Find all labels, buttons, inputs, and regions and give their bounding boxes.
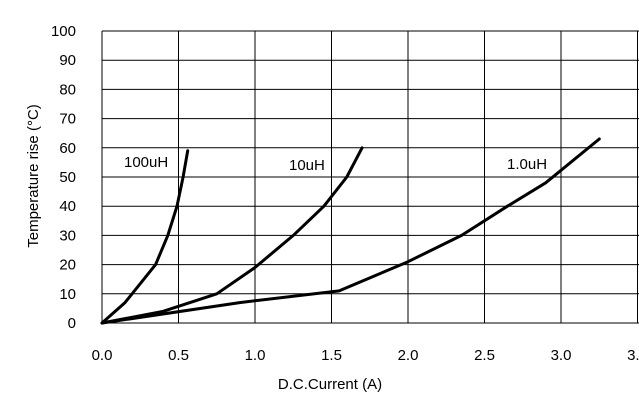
y-tick-label-90: 90 [59, 52, 76, 69]
y-tick-label-0: 0 [68, 315, 76, 332]
x-tick-label-3.5: 3.5 [627, 347, 639, 364]
y-tick-label-60: 60 [59, 140, 76, 157]
grid [101, 30, 639, 324]
series-label-100uH: 100uH [124, 154, 168, 171]
y-tick-label-80: 80 [59, 81, 76, 98]
series-line-1.0uH [100, 137, 601, 325]
series-line-10uH [100, 146, 364, 325]
x-tick-label-1.0: 1.0 [245, 347, 266, 364]
x-tick-label-2.0: 2.0 [398, 347, 419, 364]
x-axis-title: D.C.Current (A) [278, 376, 382, 393]
y-tick-label-40: 40 [59, 198, 76, 215]
x-tick-label-0.5: 0.5 [168, 347, 189, 364]
x-tick-label-1.5: 1.5 [321, 347, 342, 364]
series-lines [100, 137, 601, 325]
y-tick-label-10: 10 [59, 286, 76, 303]
y-tick-label-20: 20 [59, 257, 76, 274]
series-labels: 100uH 10uH 1.0uH [124, 154, 547, 174]
y-tick-label-70: 70 [59, 111, 76, 128]
series-label-10uH: 10uH [289, 157, 325, 174]
series-line-100uH [100, 149, 190, 325]
y-axis-title: Temperature rise (°C) [25, 104, 42, 248]
y-tick-label-100: 100 [51, 23, 76, 40]
series-label-1.0uH: 1.0uH [507, 156, 547, 173]
x-tick-label-2.5: 2.5 [474, 347, 495, 364]
y-tick-label-30: 30 [59, 227, 76, 244]
x-tick-label-3.0: 3.0 [551, 347, 572, 364]
tick-labels: 0 10 20 30 40 50 60 70 80 90 100 0.0 0.5 1.0 1.5 2.0 2.5… [51, 23, 639, 364]
y-tick-label-50: 50 [59, 169, 76, 186]
x-tick-label-0.0: 0.0 [92, 347, 113, 364]
